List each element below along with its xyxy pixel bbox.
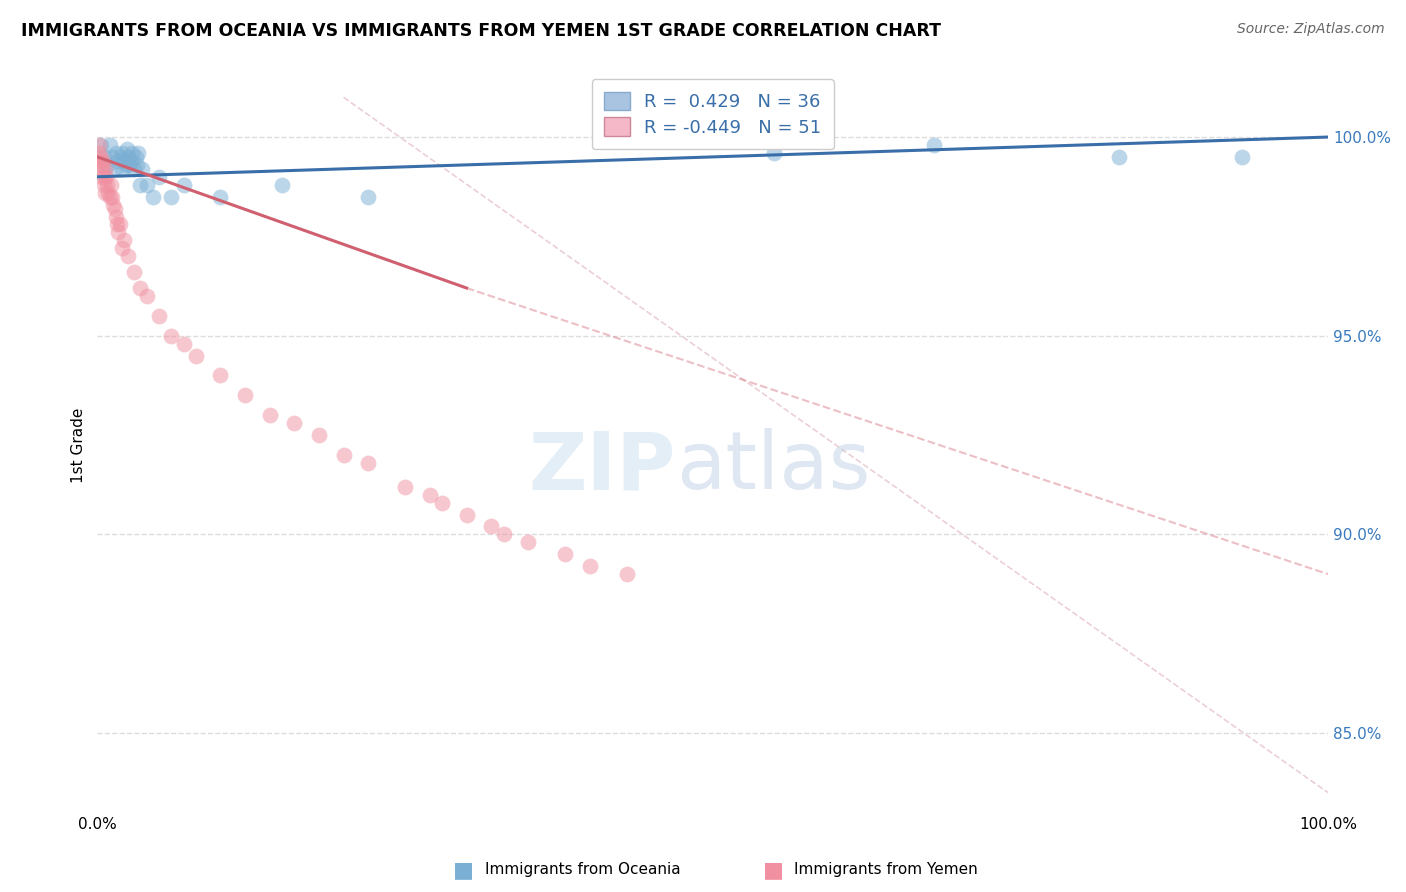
Point: [118, 158, 141, 172]
Point: [135, 289, 157, 303]
Point: [492, 527, 515, 541]
Point: [142, 189, 165, 203]
Point: [87, 138, 110, 153]
Point: [129, 281, 152, 295]
Point: [616, 567, 638, 582]
Point: [96, 178, 118, 192]
Point: [554, 547, 576, 561]
Legend: R =  0.429   N = 36, R = -0.449   N = 51: R = 0.429 N = 36, R = -0.449 N = 51: [592, 79, 834, 149]
Point: [209, 368, 232, 383]
Point: [114, 158, 136, 172]
Text: ZIP: ZIP: [529, 428, 676, 506]
Text: Immigrants from Yemen: Immigrants from Yemen: [794, 863, 979, 877]
Point: [233, 388, 256, 402]
Point: [103, 161, 125, 176]
Point: [120, 153, 142, 168]
Point: [184, 349, 207, 363]
Point: [479, 519, 502, 533]
Point: [173, 336, 195, 351]
Point: [332, 448, 354, 462]
Point: [357, 189, 380, 203]
Point: [90, 138, 112, 153]
Text: ■: ■: [763, 860, 783, 880]
Point: [430, 495, 453, 509]
Point: [98, 138, 121, 153]
Point: [308, 428, 330, 442]
Point: [97, 186, 120, 200]
Point: [160, 328, 183, 343]
Text: IMMIGRANTS FROM OCEANIA VS IMMIGRANTS FROM YEMEN 1ST GRADE CORRELATION CHART: IMMIGRANTS FROM OCEANIA VS IMMIGRANTS FR…: [21, 22, 941, 40]
Point: [105, 153, 128, 168]
Point: [90, 158, 112, 172]
Point: [93, 178, 115, 192]
Point: [148, 169, 170, 184]
Point: [104, 210, 127, 224]
Y-axis label: 1st Grade: 1st Grade: [72, 408, 86, 483]
Text: Source: ZipAtlas.com: Source: ZipAtlas.com: [1237, 22, 1385, 37]
Point: [115, 142, 138, 156]
Point: [96, 158, 118, 172]
Point: [209, 189, 232, 203]
Point: [148, 309, 170, 323]
Point: [105, 218, 128, 232]
Point: [112, 145, 135, 160]
Point: [103, 197, 125, 211]
Point: [1108, 150, 1130, 164]
Point: [127, 145, 149, 160]
Point: [108, 218, 131, 232]
Point: [173, 178, 195, 192]
Point: [94, 186, 117, 200]
Point: [93, 161, 115, 176]
Point: [131, 161, 153, 176]
Point: [98, 189, 121, 203]
Point: [103, 202, 125, 216]
Point: [357, 456, 380, 470]
Point: [89, 150, 111, 164]
Point: [160, 189, 183, 203]
Point: [283, 416, 305, 430]
Point: [90, 161, 112, 176]
Point: [125, 158, 148, 172]
Point: [117, 249, 139, 263]
Point: [419, 488, 441, 502]
Point: [101, 150, 124, 164]
Point: [259, 408, 281, 422]
Point: [112, 233, 135, 247]
Point: [578, 559, 600, 574]
Point: [93, 150, 115, 164]
Point: [89, 153, 111, 168]
Point: [763, 145, 786, 160]
Point: [124, 265, 146, 279]
Point: [922, 138, 945, 153]
Point: [135, 178, 157, 192]
Point: [112, 153, 135, 168]
Point: [124, 150, 146, 164]
Point: [89, 145, 111, 160]
Point: [94, 169, 117, 184]
Point: [107, 226, 129, 240]
Point: [93, 169, 115, 184]
Point: [117, 150, 139, 164]
Text: atlas: atlas: [676, 428, 870, 506]
Text: Immigrants from Oceania: Immigrants from Oceania: [485, 863, 681, 877]
Point: [124, 161, 146, 176]
Point: [271, 178, 294, 192]
Point: [108, 150, 131, 164]
Text: ■: ■: [454, 860, 474, 880]
Point: [456, 508, 478, 522]
Point: [91, 169, 114, 184]
Point: [111, 241, 134, 255]
Point: [100, 178, 122, 192]
Point: [91, 153, 114, 168]
Point: [1230, 150, 1253, 164]
Point: [517, 535, 540, 549]
Point: [104, 145, 127, 160]
Point: [111, 161, 134, 176]
Point: [101, 189, 124, 203]
Point: [121, 145, 143, 160]
Point: [129, 178, 152, 192]
Point: [394, 480, 416, 494]
